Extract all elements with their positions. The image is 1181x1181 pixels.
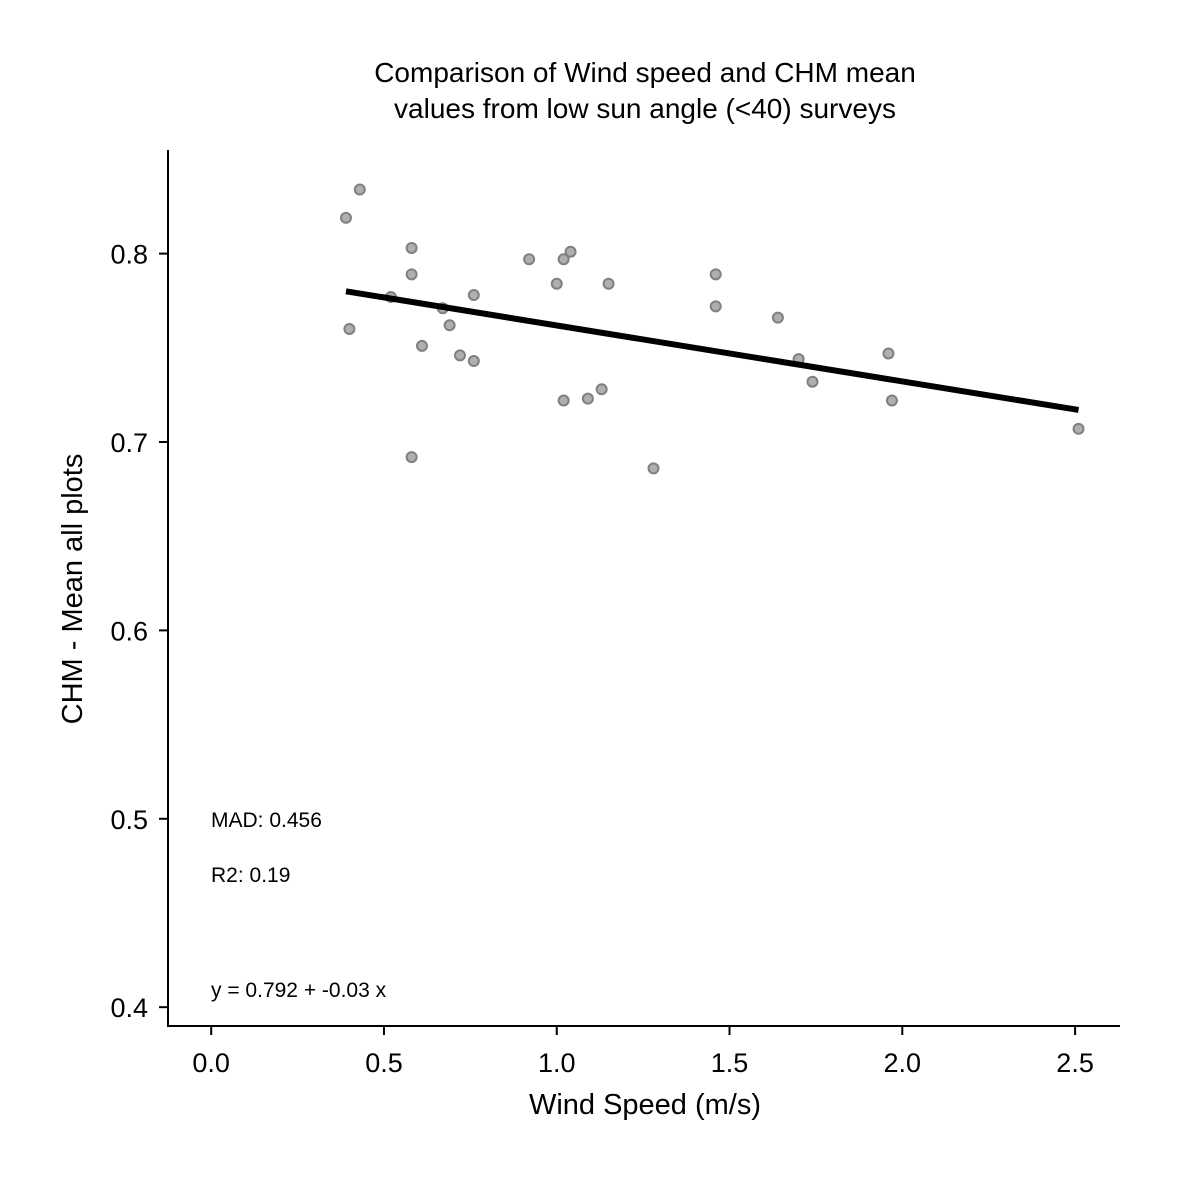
data-point [453, 349, 466, 362]
data-point [882, 347, 895, 360]
equation-annotation: y = 0.792 + -0.03 x [211, 979, 387, 1002]
data-point [557, 253, 570, 266]
x-tick-label: 2.5 [1056, 1048, 1094, 1078]
data-point [405, 451, 418, 464]
axes: 0.0 0.5 1.0 1.5 2.0 2.5 0.4 0.5 0.6 0.7 0.8 [110, 150, 1120, 1078]
x-tick-label: 2.0 [884, 1048, 922, 1078]
x-tick-label: 1.5 [711, 1048, 749, 1078]
y-axis-title: CHM - Mean all plots [57, 454, 89, 725]
x-tick-label: 1.0 [538, 1048, 576, 1078]
data-point [467, 354, 480, 367]
data-point [443, 319, 456, 332]
data-point [885, 394, 898, 407]
data-point [405, 268, 418, 281]
data-point [467, 289, 480, 302]
data-point [339, 211, 352, 224]
y-tick-label: 0.4 [110, 993, 148, 1023]
data-point [595, 383, 608, 396]
data-point [557, 394, 570, 407]
data-point [709, 300, 722, 313]
data-point [581, 392, 594, 405]
data-point [343, 322, 356, 335]
y-tick-label: 0.7 [110, 428, 148, 458]
data-point [771, 311, 784, 324]
data-point [415, 339, 428, 352]
x-axis-title: Wind Speed (m/s) [529, 1089, 761, 1121]
mad-annotation: MAD: 0.456 [211, 809, 322, 832]
data-point [564, 245, 577, 258]
y-tick-label: 0.6 [110, 616, 148, 646]
data-point [709, 268, 722, 281]
chart-title-line-2: values from low sun angle (<40) surveys [394, 93, 896, 124]
data-point [550, 277, 563, 290]
chart-title-line-1: Comparison of Wind speed and CHM mean [374, 57, 916, 88]
r2-annotation: R2: 0.19 [211, 864, 290, 887]
data-point [602, 277, 615, 290]
data-point [405, 241, 418, 254]
data-point [1072, 422, 1085, 435]
data-points [339, 183, 1085, 475]
data-point [647, 462, 660, 475]
data-point [806, 375, 819, 388]
data-point [353, 183, 366, 196]
x-tick-label: 0.5 [365, 1048, 403, 1078]
regression-line [345, 288, 1080, 413]
fit-line-group [345, 288, 1080, 413]
y-tick-label: 0.8 [110, 240, 148, 270]
data-point [523, 253, 536, 266]
x-tick-label: 0.0 [192, 1048, 230, 1078]
y-tick-label: 0.5 [110, 805, 148, 835]
